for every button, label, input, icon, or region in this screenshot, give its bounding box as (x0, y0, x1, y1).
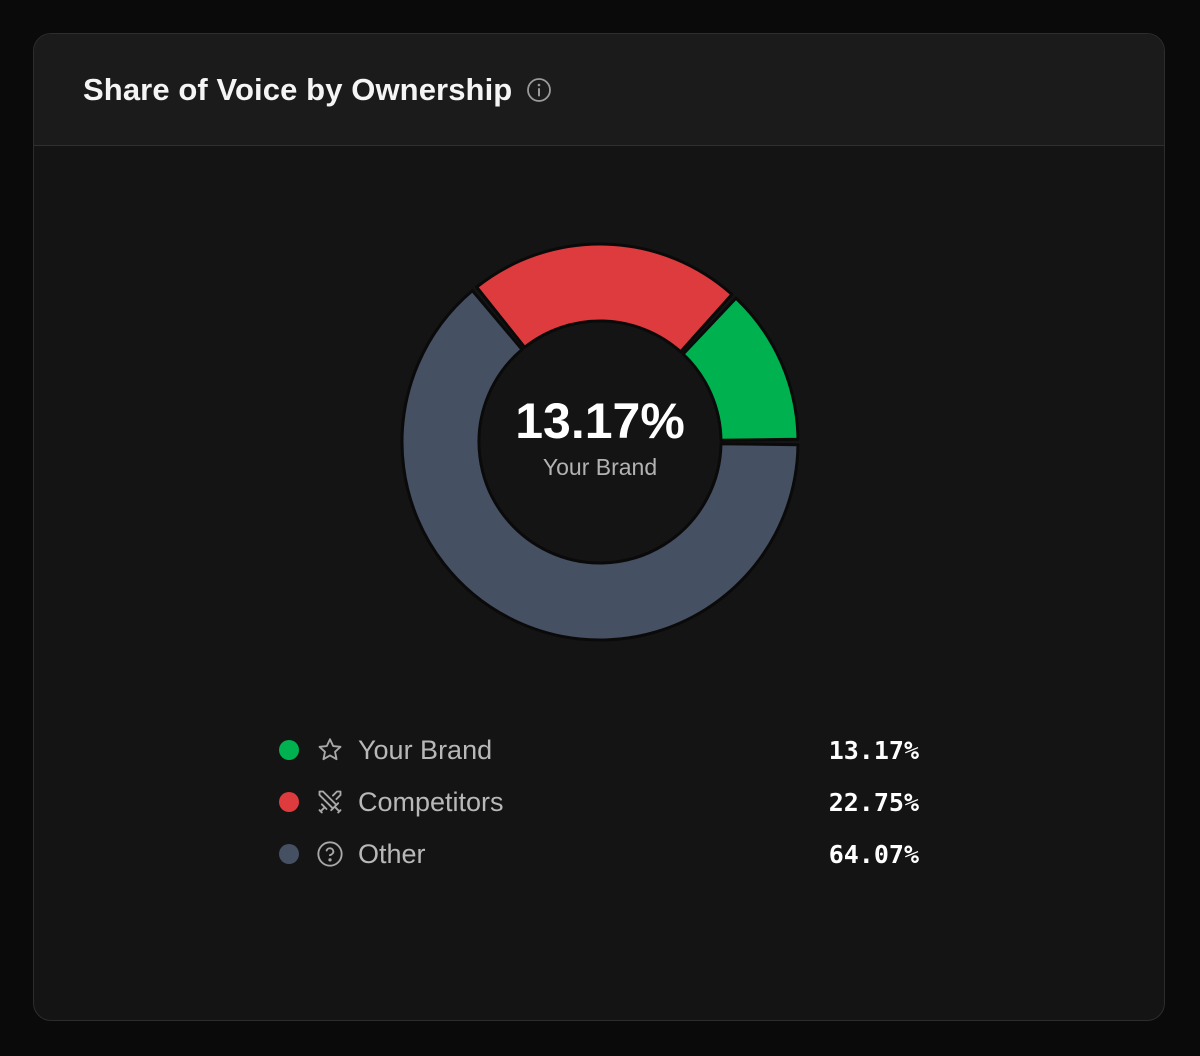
info-circle-icon[interactable] (526, 77, 552, 103)
legend-item-your-brand[interactable]: Your Brand 13.17% (279, 724, 919, 776)
legend-value: 13.17% (828, 735, 919, 765)
donut-slice-other[interactable] (400, 289, 800, 642)
legend-value: 22.75% (828, 787, 919, 817)
star-icon (316, 736, 344, 764)
legend-label: Competitors (358, 786, 504, 817)
card-title: Share of Voice by Ownership (83, 71, 513, 107)
donut-slice-competitors[interactable] (475, 242, 734, 354)
legend-label: Other (358, 838, 426, 869)
legend-dot (279, 792, 299, 812)
question-circle-icon (316, 840, 344, 868)
donut-chart-svg (400, 242, 800, 642)
legend-dot (279, 740, 299, 760)
card-header: Share of Voice by Ownership (34, 34, 1164, 146)
donut-chart: 13.17% Your Brand (399, 241, 801, 643)
legend-dot (279, 844, 299, 864)
chart-legend: Your Brand 13.17% Competitors 22.75% (279, 724, 919, 880)
crossed-swords-icon (316, 788, 344, 816)
legend-item-competitors[interactable]: Competitors 22.75% (279, 776, 919, 828)
legend-value: 64.07% (828, 839, 919, 869)
legend-label: Your Brand (358, 734, 493, 765)
share-of-voice-card: Share of Voice by Ownership 13.17% Your … (33, 33, 1165, 1021)
legend-item-other[interactable]: Other 64.07% (279, 828, 919, 880)
donut-slice-your-brand[interactable] (681, 296, 800, 442)
